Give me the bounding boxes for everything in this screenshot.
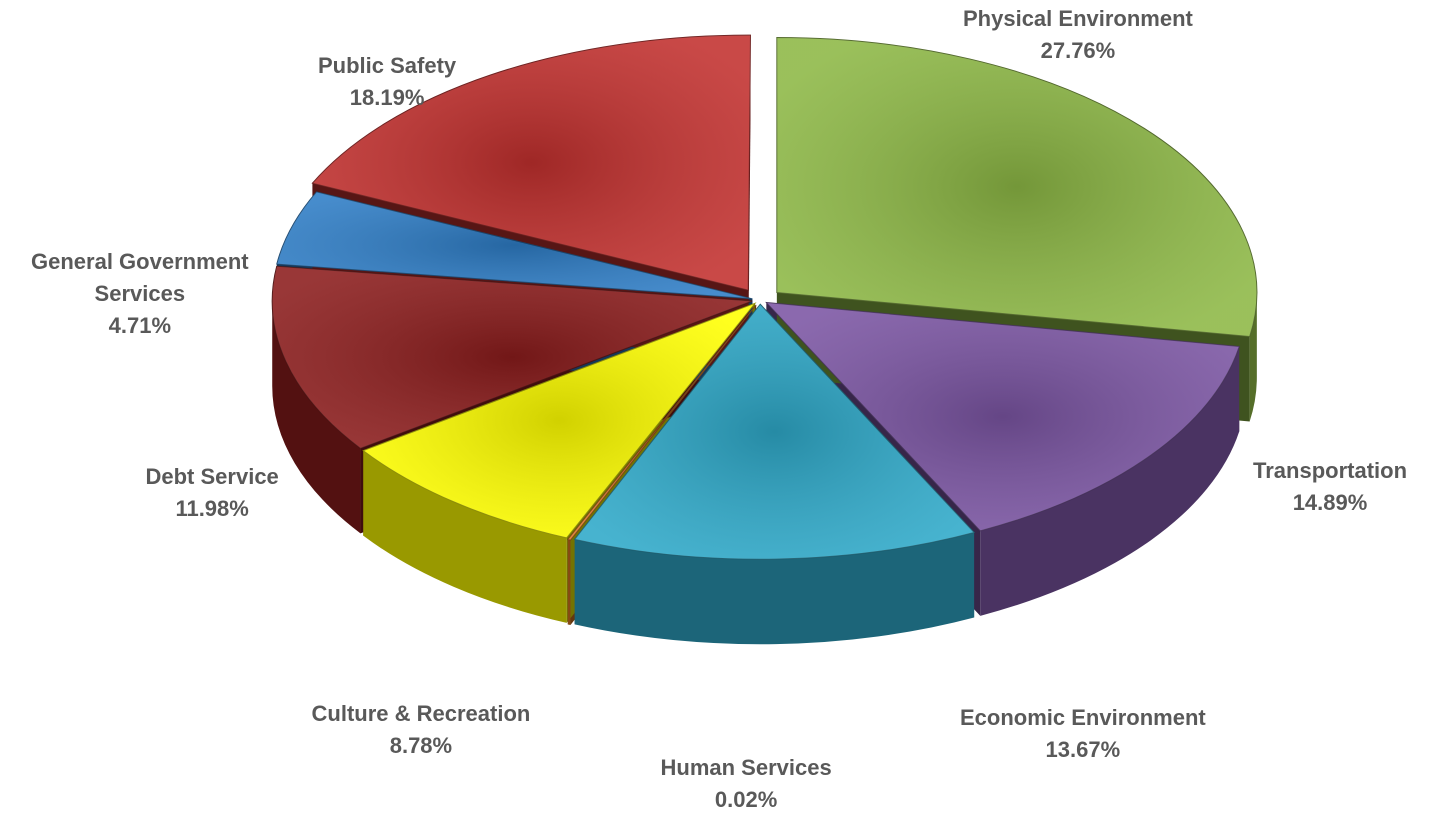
label-percent: 0.02%	[714, 787, 778, 812]
pie-side-2	[574, 532, 975, 645]
data-label-transportation: Transportation 14.89%	[1253, 455, 1407, 519]
label-category: Human Services	[660, 755, 832, 780]
label-category: Transportation	[1253, 458, 1408, 483]
label-category: Culture & Recreation	[311, 701, 531, 726]
pie-slice-shine-1	[766, 302, 1240, 531]
pie-side-0	[1249, 292, 1257, 422]
data-label-economic-environment: Economic Environment 13.67%	[960, 702, 1206, 766]
label-percent: 18.19%	[349, 85, 425, 110]
label-percent: 4.71%	[108, 313, 172, 338]
pie-side-5	[272, 301, 361, 534]
data-label-public-safety: Public Safety 18.19%	[318, 50, 456, 114]
data-label-general-government-services: General Government Services 4.71%	[31, 246, 249, 342]
data-label-debt-service: Debt Service 11.98%	[146, 461, 279, 525]
pie-slice-shine-3	[567, 304, 757, 541]
label-percent: 27.76%	[1040, 38, 1116, 63]
pie-slice-shine-0	[776, 37, 1257, 337]
pie-slice-shine-5	[272, 266, 753, 449]
label-category: General Government	[31, 249, 249, 274]
pie-slice-shine-6	[276, 191, 753, 299]
label-category: Debt Service	[145, 464, 279, 489]
label-percent: 14.89%	[1292, 490, 1368, 515]
label-percent: 13.67%	[1045, 737, 1121, 762]
pie-side-4	[363, 450, 567, 623]
label-percent: 11.98%	[175, 496, 249, 521]
data-label-physical-environment: Physical Environment 27.76%	[963, 3, 1193, 67]
label-category: Public Safety	[318, 53, 457, 78]
data-label-human-services: Human Services 0.02%	[661, 752, 832, 816]
pie-slice-shine-2	[574, 304, 975, 560]
label-percent: 8.78%	[389, 733, 453, 758]
pie-slice-shine-4	[363, 303, 755, 538]
pie-slice-shine-7	[312, 35, 751, 291]
label-category: Services	[94, 281, 186, 306]
pie-side-3	[567, 539, 571, 626]
label-category: Physical Environment	[963, 6, 1193, 31]
label-category: Economic Environment	[960, 705, 1206, 730]
data-label-culture-recreation: Culture & Recreation 8.78%	[312, 698, 531, 762]
